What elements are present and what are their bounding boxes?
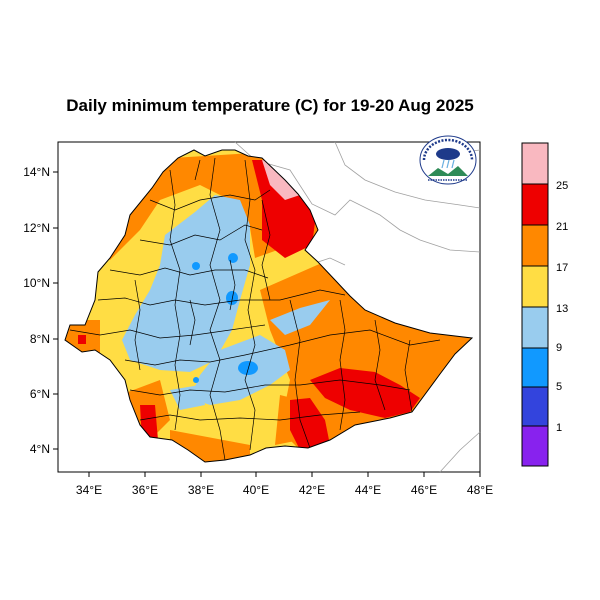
lat-tick-label: 10°N	[23, 276, 50, 290]
colorbar-bin	[522, 348, 548, 387]
lon-tick-label: 36°E	[132, 483, 158, 497]
colorbar: 25 21 17 13 9 5 1	[521, 142, 568, 467]
colorbar-label: 13	[556, 303, 568, 315]
lat-tick-label: 6°N	[30, 387, 50, 401]
colorbar-label: 1	[556, 422, 562, 434]
colorbar-bin	[522, 307, 548, 348]
lat-tick-labels: 4°N 6°N 8°N 10°N 12°N 14°N	[23, 165, 50, 456]
axis-ticks	[53, 171, 481, 477]
ethiopian-meteorology-institute-logo	[419, 135, 477, 185]
colorbar-bin	[522, 143, 548, 184]
colorbar-label: 17	[556, 262, 568, 274]
lon-tick-label: 44°E	[355, 483, 381, 497]
lat-tick-label: 4°N	[30, 442, 50, 456]
lon-tick-labels: 34°E 36°E 38°E 40°E 42°E 44°E 46°E 48°E	[76, 483, 493, 497]
colorbar-label: 21	[556, 221, 568, 233]
lat-tick-label: 12°N	[23, 221, 50, 235]
lon-tick-label: 42°E	[299, 483, 325, 497]
lon-tick-label: 40°E	[243, 483, 269, 497]
colorbar-bin	[522, 266, 548, 307]
lon-tick-label: 46°E	[411, 483, 437, 497]
colorbar-bin	[522, 387, 548, 426]
colorbar-bin	[522, 426, 548, 466]
colorbar-bin	[522, 225, 548, 266]
map-title: Daily minimum temperature (C) for 19-20 …	[66, 96, 474, 115]
colorbar-label: 5	[556, 381, 562, 393]
colorbar-bin	[522, 184, 548, 225]
colorbar-label: 25	[556, 180, 568, 192]
lat-tick-label: 14°N	[23, 165, 50, 179]
lon-tick-label: 48°E	[467, 483, 493, 497]
admin-boundaries	[69, 157, 441, 461]
lon-tick-label: 34°E	[76, 483, 102, 497]
lat-tick-label: 8°N	[30, 332, 50, 346]
lon-tick-label: 38°E	[188, 483, 214, 497]
colorbar-label: 9	[556, 342, 562, 354]
